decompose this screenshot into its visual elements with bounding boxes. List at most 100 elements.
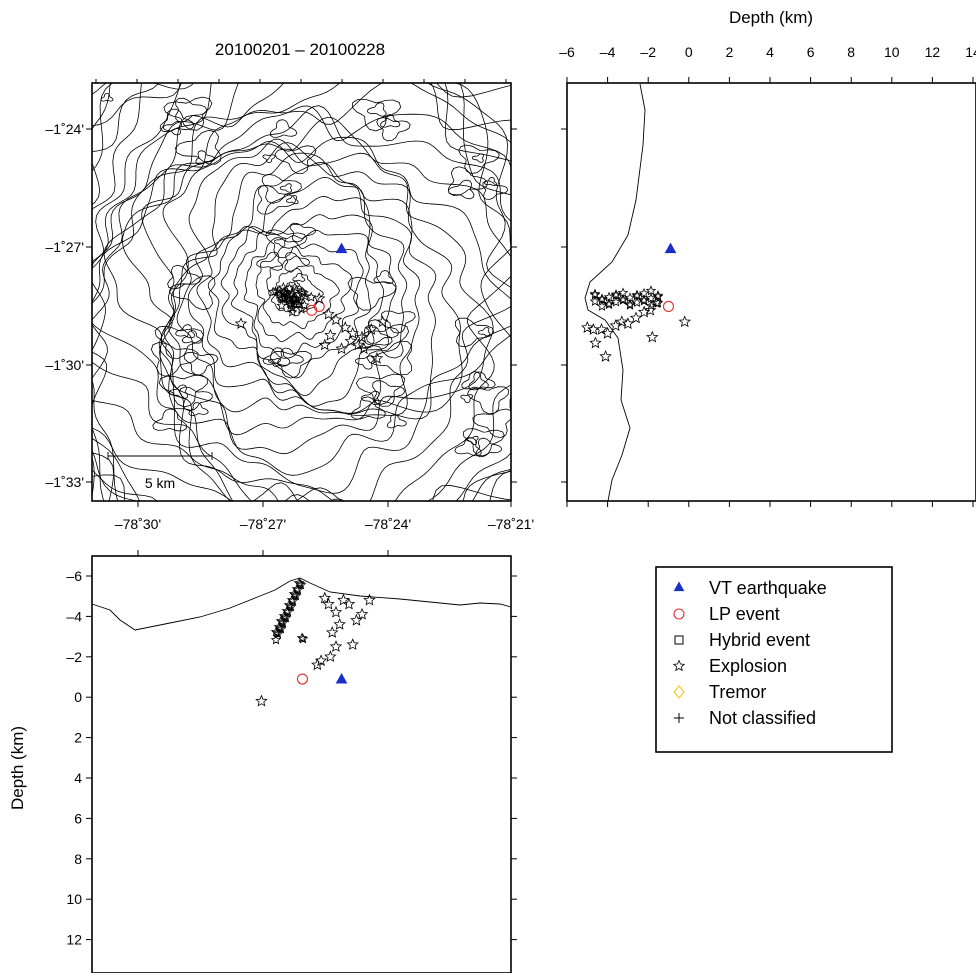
ns-explosion-point [355, 607, 369, 620]
ew-explosion-point [637, 305, 651, 318]
contour-patch [454, 317, 495, 348]
contour-patch [355, 373, 406, 407]
ew-depth-tick-label: 6 [807, 44, 815, 60]
ew-depth-tick-label: 0 [685, 44, 693, 60]
scale-bar [107, 452, 213, 460]
map-panel: 5 km –78˚30' –78˚27' –78˚24' –78˚21'–1˚24'–… [46, 79, 534, 532]
map-explosion-cluster-point [270, 285, 281, 296]
contour-patch [360, 390, 380, 406]
contour-patch [460, 394, 474, 404]
map-explosion-point [344, 334, 358, 347]
contour-line [207, 195, 397, 407]
ns-depth-tick-label: 8 [74, 851, 82, 867]
contour-patch [183, 351, 219, 376]
ew-explosion-point [621, 317, 635, 330]
contour-patch [195, 150, 215, 165]
map-explosion-cluster-point [279, 292, 290, 304]
ns-depth-tick-label: –6 [66, 568, 82, 584]
map-explosion-point [352, 338, 365, 351]
ew-explosion-cluster-point [603, 298, 615, 309]
ew-explosion-point [609, 319, 622, 332]
map-explosion-point [355, 330, 369, 343]
map-vt-earthquake-point [335, 242, 348, 254]
ns-explosion-point [322, 597, 335, 610]
ew-explosion-cluster-point [617, 293, 629, 304]
topographic-contours [92, 83, 511, 501]
ns-explosion-cluster-point [283, 599, 295, 610]
map-x-tick-label: –78˚30' [115, 516, 161, 532]
ns-explosion-cluster-point [296, 632, 308, 643]
map-explosion-cluster-point [299, 299, 310, 310]
contour-patch [150, 341, 199, 377]
map-explosion-cluster-point [291, 294, 302, 305]
contour-patch [262, 347, 291, 366]
contour-patch [358, 324, 393, 349]
contour-patch [262, 154, 276, 164]
ns-explosion-point [346, 638, 359, 650]
contour-patch [163, 96, 213, 131]
ns-vt-earthquake-point [335, 672, 348, 684]
contour-line [92, 83, 511, 501]
contour-line [122, 105, 511, 501]
map-explosion-cluster-point [286, 306, 298, 317]
ew-depth-tick-label: 12 [925, 44, 941, 60]
contour-patch [174, 129, 222, 165]
contour-patch [292, 272, 306, 282]
legend-label: Hybrid event [709, 630, 810, 650]
ew-explosion-cluster-point [589, 295, 601, 306]
ew-section-frame [566, 82, 976, 502]
ns-explosion-point [311, 658, 324, 671]
map-explosion-point [370, 351, 384, 364]
map-explosion-point [339, 321, 352, 333]
hypocenter-marks [234, 242, 692, 707]
ns-explosion-point [324, 650, 337, 663]
map-explosion-cluster-point [289, 281, 301, 292]
map-explosion-cluster-point [299, 290, 311, 301]
map-x-tick-label: –78˚21' [488, 516, 534, 532]
contour-line [255, 246, 353, 342]
ew-explosion-cluster-point [652, 297, 664, 308]
ew-depth-tick-label: 8 [847, 44, 855, 60]
ns-explosion-cluster-point [288, 588, 300, 599]
ns-lp-event-point [296, 673, 308, 685]
contour-patch [152, 408, 187, 432]
ew-explosion-point [581, 321, 594, 333]
ew-topography-profile [584, 83, 646, 502]
ew-explosion-cluster-point [645, 292, 657, 303]
ns-explosion-point [329, 605, 343, 618]
ns-depth-tick-label: 10 [66, 891, 82, 907]
contour-line [262, 255, 340, 329]
map-axis-ticks: –78˚30' –78˚27' –78˚24' –78˚21' –1˚24' –1˚27'… [46, 79, 534, 532]
ew-explosion-point [615, 315, 628, 328]
legend-hybrid-event-icon [674, 635, 684, 645]
ew-explosion-cluster-point [645, 285, 657, 296]
map-explosion-point [313, 292, 326, 305]
legend-vt-earthquake-icon [673, 581, 685, 592]
contour-patch [273, 237, 287, 247]
contour-patch [472, 408, 511, 438]
ew-explosion-cluster-point [645, 300, 657, 311]
contour-patch [158, 374, 208, 408]
legend-tremor-icon [673, 685, 685, 699]
ew-explosion-cluster-point [631, 289, 643, 300]
ns-depth-axis-title: Depth (km) [8, 726, 27, 810]
ew-explosion-cluster-point [596, 300, 608, 311]
map-y-tick-label: –1˚27' [46, 239, 84, 255]
ew-explosion-cluster-point [596, 293, 608, 304]
ew-depth-tick-label: 14 [965, 44, 976, 60]
ew-depth-tick-label: 2 [726, 44, 734, 60]
contour-patch [154, 325, 205, 359]
contour-patch [257, 184, 297, 215]
ns-explosion-cluster-point [270, 626, 282, 637]
legend-label: Not classified [709, 708, 816, 728]
contour-patch [159, 108, 195, 133]
map-explosion-cluster-point [276, 300, 287, 311]
ns-depth-tick-label: 4 [74, 770, 82, 786]
contour-patch [168, 275, 216, 311]
ew-depth-tick-label: 4 [766, 44, 774, 60]
ns-depth-tick-label: 6 [74, 810, 82, 826]
ew-explosion-point [644, 303, 657, 316]
map-explosion-point [318, 338, 332, 351]
map-explosion-cluster-point [298, 287, 309, 298]
